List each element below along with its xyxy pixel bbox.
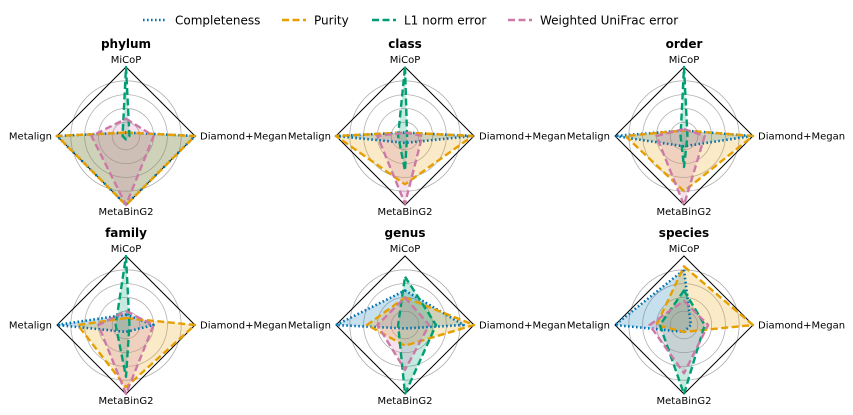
axis-label-micop: MiCoP bbox=[390, 55, 421, 66]
radar-panel-genus: genus MiCoP Diamond+Megan MetaBinG2 Metalign bbox=[288, 226, 566, 407]
series-area-purity bbox=[336, 132, 473, 185]
series-area-completeness bbox=[336, 290, 464, 329]
series-area-l1-norm-error bbox=[659, 290, 705, 394]
axis-label-micop: MiCoP bbox=[669, 244, 700, 255]
series-area-completeness bbox=[615, 269, 691, 332]
axis-label-diamond-megan: Diamond+Megan bbox=[200, 132, 287, 143]
grid-circle bbox=[111, 121, 141, 151]
panel-title: class bbox=[388, 37, 422, 51]
panel-title: species bbox=[659, 226, 709, 240]
series-line-l1-norm-error bbox=[396, 275, 438, 396]
series-line-weighted-unifrac-error bbox=[655, 127, 706, 207]
series-area-purity bbox=[625, 130, 753, 192]
series-line-purity bbox=[76, 316, 197, 389]
radar-panel-class: class MiCoP Diamond+Megan MetaBinG2 Metalign bbox=[288, 37, 566, 218]
series-line-l1-norm-error bbox=[658, 289, 706, 396]
panel-title: family bbox=[105, 226, 147, 240]
radar-panel-phylum: phylum MiCoP Diamond+Megan MetaBinG2 Metalig… bbox=[9, 37, 287, 218]
axis-label-metabing2: MetaBinG2 bbox=[657, 207, 712, 218]
series-area-completeness bbox=[57, 132, 195, 205]
legend-label-l1-norm-error: L1 norm error bbox=[404, 14, 486, 28]
series-line-purity bbox=[55, 131, 197, 207]
grid-circle bbox=[642, 283, 726, 367]
series-area-weighted-unifrac-error bbox=[91, 118, 154, 205]
radar-frame bbox=[614, 255, 754, 395]
series-line-l1-norm-error bbox=[679, 65, 689, 169]
series-line-weighted-unifrac-error bbox=[376, 296, 431, 372]
axis-label-metalign: Metalign bbox=[9, 132, 52, 143]
radar-frame bbox=[335, 66, 475, 206]
series-area-purity bbox=[57, 132, 195, 205]
axis-label-micop: MiCoP bbox=[669, 55, 700, 66]
series-line-l1-norm-error bbox=[396, 65, 409, 172]
axis-label-diamond-megan: Diamond+Megan bbox=[479, 132, 566, 143]
grid-circle bbox=[669, 121, 699, 151]
series-area-purity bbox=[656, 266, 753, 332]
axis-label-diamond-megan: Diamond+Megan bbox=[200, 321, 287, 332]
grid-circle bbox=[84, 94, 168, 178]
axis-label-metabing2: MetaBinG2 bbox=[378, 396, 433, 407]
series-line-weighted-unifrac-error bbox=[648, 299, 710, 375]
series-line-l1-norm-error bbox=[121, 65, 131, 141]
axis-label-diamond-megan: Diamond+Megan bbox=[479, 321, 566, 332]
legend-label-completeness: Completeness bbox=[175, 14, 260, 28]
axis-label-diamond-megan: Diamond+Megan bbox=[758, 321, 845, 332]
panel-title: genus bbox=[385, 226, 426, 240]
panel-title: phylum bbox=[101, 37, 151, 51]
axis-label-metalign: Metalign bbox=[567, 132, 610, 143]
axis-label-metalign: Metalign bbox=[567, 321, 610, 332]
series-line-weighted-unifrac-error bbox=[376, 131, 424, 205]
radar-frame bbox=[335, 255, 475, 395]
axis-label-metalign: Metalign bbox=[288, 132, 331, 143]
series-line-purity bbox=[365, 296, 476, 347]
axis-label-metalign: Metalign bbox=[9, 321, 52, 332]
legend-label-weighted-unifrac-error: Weighted UniFrac error bbox=[540, 14, 678, 28]
series-line-l1-norm-error bbox=[114, 254, 131, 378]
series-area-l1-norm-error bbox=[398, 276, 437, 394]
series-line-purity bbox=[655, 265, 755, 334]
series-line-purity bbox=[334, 131, 474, 186]
axis-label-micop: MiCoP bbox=[111, 244, 142, 255]
panel-title: order bbox=[666, 37, 703, 51]
series-line-weighted-unifrac-error bbox=[90, 117, 155, 207]
grid-circle bbox=[390, 310, 420, 340]
legend-label-purity: Purity bbox=[314, 14, 349, 28]
series-area-weighted-unifrac-error bbox=[656, 129, 705, 205]
series-area-weighted-unifrac-error bbox=[377, 132, 423, 204]
grid-circle bbox=[656, 296, 713, 353]
series-area-weighted-unifrac-error bbox=[377, 297, 430, 370]
axis-label-micop: MiCoP bbox=[111, 55, 142, 66]
series-line-weighted-unifrac-error bbox=[97, 310, 155, 396]
axis-label-metalign: Metalign bbox=[288, 321, 331, 332]
grid-circle bbox=[642, 94, 726, 178]
radar-panel-species: species MiCoP Diamond+Megan MetaBinG2 Metali… bbox=[567, 226, 845, 407]
radar-panels: phylum MiCoP Diamond+Megan MetaBinG2 Metalig… bbox=[9, 37, 845, 407]
axis-label-metabing2: MetaBinG2 bbox=[657, 396, 712, 407]
axis-label-metabing2: MetaBinG2 bbox=[99, 396, 154, 407]
grid-circle bbox=[349, 269, 461, 381]
radar-frame bbox=[614, 66, 754, 206]
axis-label-metabing2: MetaBinG2 bbox=[99, 207, 154, 218]
axis-label-diamond-megan: Diamond+Megan bbox=[758, 132, 845, 143]
axis-label-metabing2: MetaBinG2 bbox=[378, 207, 433, 218]
axis-label-micop: MiCoP bbox=[390, 244, 421, 255]
series-line-purity bbox=[624, 129, 755, 193]
radar-panel-order: order MiCoP Diamond+Megan MetaBinG2 Metalign bbox=[567, 37, 845, 218]
legend: Completeness Purity L1 norm error Weighted … bbox=[143, 14, 678, 28]
series-area-weighted-unifrac-error bbox=[98, 311, 154, 394]
radar-panel-family: family MiCoP Diamond+Megan MetaBinG2 Metalig… bbox=[9, 226, 287, 407]
series-area-purity bbox=[77, 318, 195, 388]
grid-circle bbox=[669, 310, 699, 340]
